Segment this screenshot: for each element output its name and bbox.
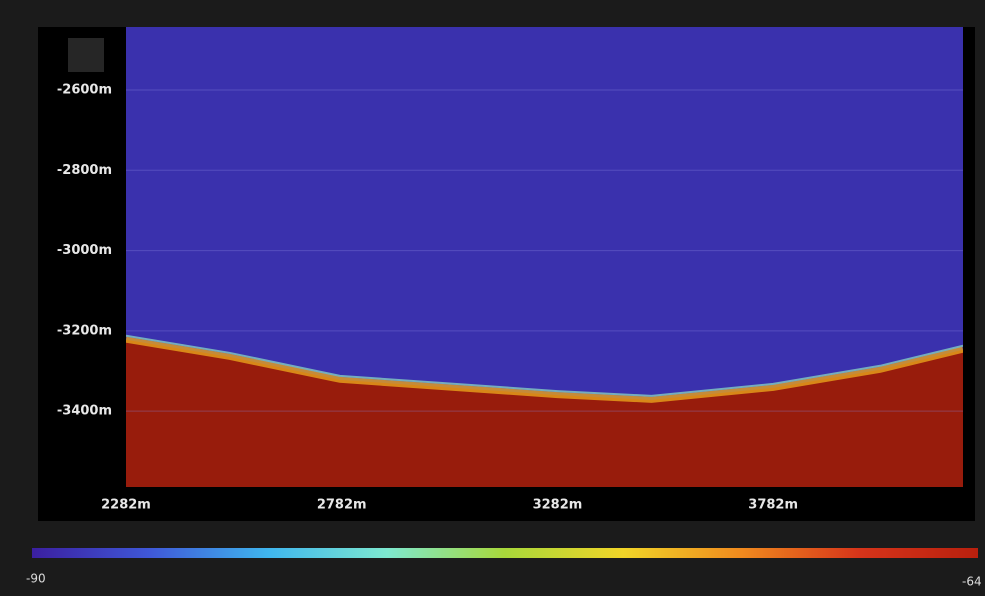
plot-area xyxy=(126,27,963,487)
colorbar-max: -64 xyxy=(962,575,982,589)
y-tick-label: -3400m xyxy=(57,404,112,419)
page: {"chart_data": { "type": "heatmap", "x":… xyxy=(0,0,985,596)
corner-square xyxy=(68,38,104,72)
x-tick-label: 3282m xyxy=(533,498,583,513)
chart: 2282m 2782m 3282m 3782m -2600m -2800m -3000m -3… xyxy=(0,0,985,596)
y-tick-label: -2600m xyxy=(57,83,112,98)
x-tick-label: 3782m xyxy=(748,498,798,513)
y-tick-label: -3000m xyxy=(57,243,112,258)
y-tick-label: -3200m xyxy=(57,323,112,338)
colorbar-min: -90 xyxy=(26,572,46,586)
x-tick-label: 2782m xyxy=(317,498,367,513)
y-tick-label: -2800m xyxy=(57,163,112,178)
x-tick-label: 2282m xyxy=(101,498,151,513)
colorbar xyxy=(32,548,978,558)
